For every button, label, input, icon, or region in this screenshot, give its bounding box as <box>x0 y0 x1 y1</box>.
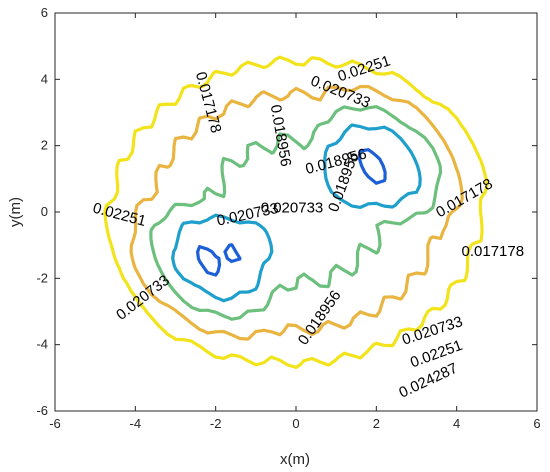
contour-lines <box>103 55 489 369</box>
y-axis-label: y(m) <box>7 197 24 227</box>
contour-line <box>103 55 489 369</box>
contour-label: 0.017178 <box>462 243 525 260</box>
y-tick-label: 4 <box>41 71 48 86</box>
contour-line <box>171 123 422 303</box>
y-tick-label: 2 <box>41 138 48 153</box>
contour-label: 0.020733 <box>261 200 324 217</box>
contour-line <box>129 85 464 341</box>
x-tick-label: -2 <box>210 416 222 431</box>
x-tick-label: 0 <box>292 416 299 431</box>
x-tick-label: 4 <box>453 416 460 431</box>
x-axis-label: x(m) <box>280 451 310 468</box>
y-tick-label: -2 <box>36 270 48 285</box>
y-tick-label: -4 <box>36 337 48 352</box>
contour-line <box>149 105 443 321</box>
y-tick-label: 0 <box>41 204 48 219</box>
x-tick-label: -4 <box>130 416 142 431</box>
contour-line <box>196 148 387 277</box>
x-tick-label: -6 <box>49 416 61 431</box>
axes: -6 -4 -2 0 2 4 6 -6 -4 -2 0 2 4 6 <box>36 5 540 431</box>
x-tick-label: 6 <box>533 416 540 431</box>
y-tick-label: -6 <box>36 403 48 418</box>
y-tick-label: 6 <box>41 5 48 20</box>
x-tick-label: 2 <box>373 416 380 431</box>
